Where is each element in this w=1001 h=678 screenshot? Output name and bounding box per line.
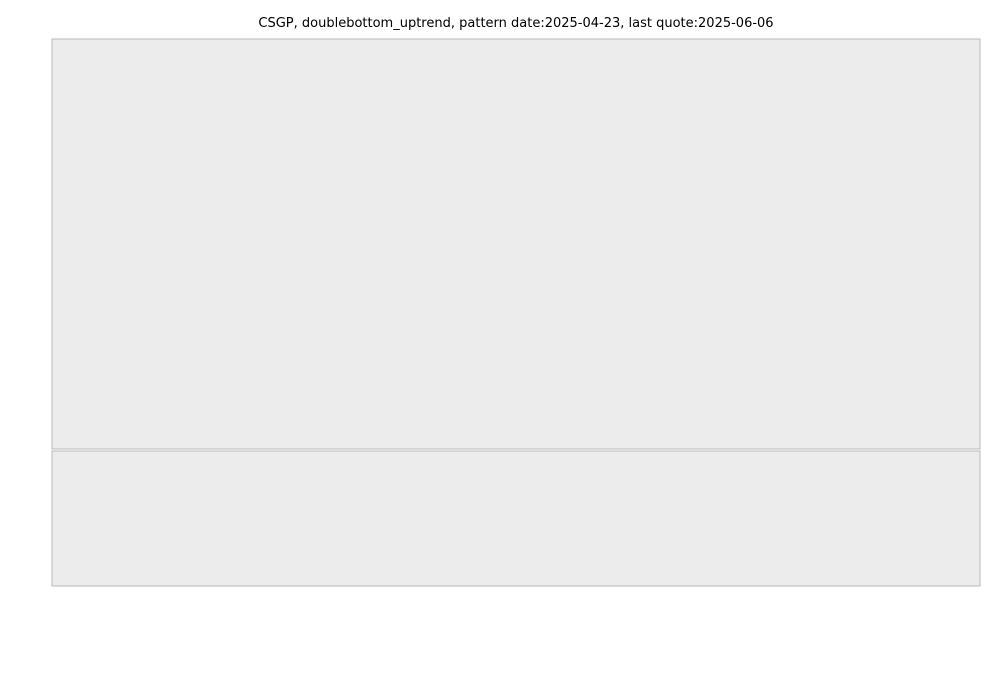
volume-panel	[51, 450, 981, 587]
price-panel	[51, 38, 981, 450]
chart-title: CSGP, doublebottom_uptrend, pattern date…	[258, 16, 773, 31]
